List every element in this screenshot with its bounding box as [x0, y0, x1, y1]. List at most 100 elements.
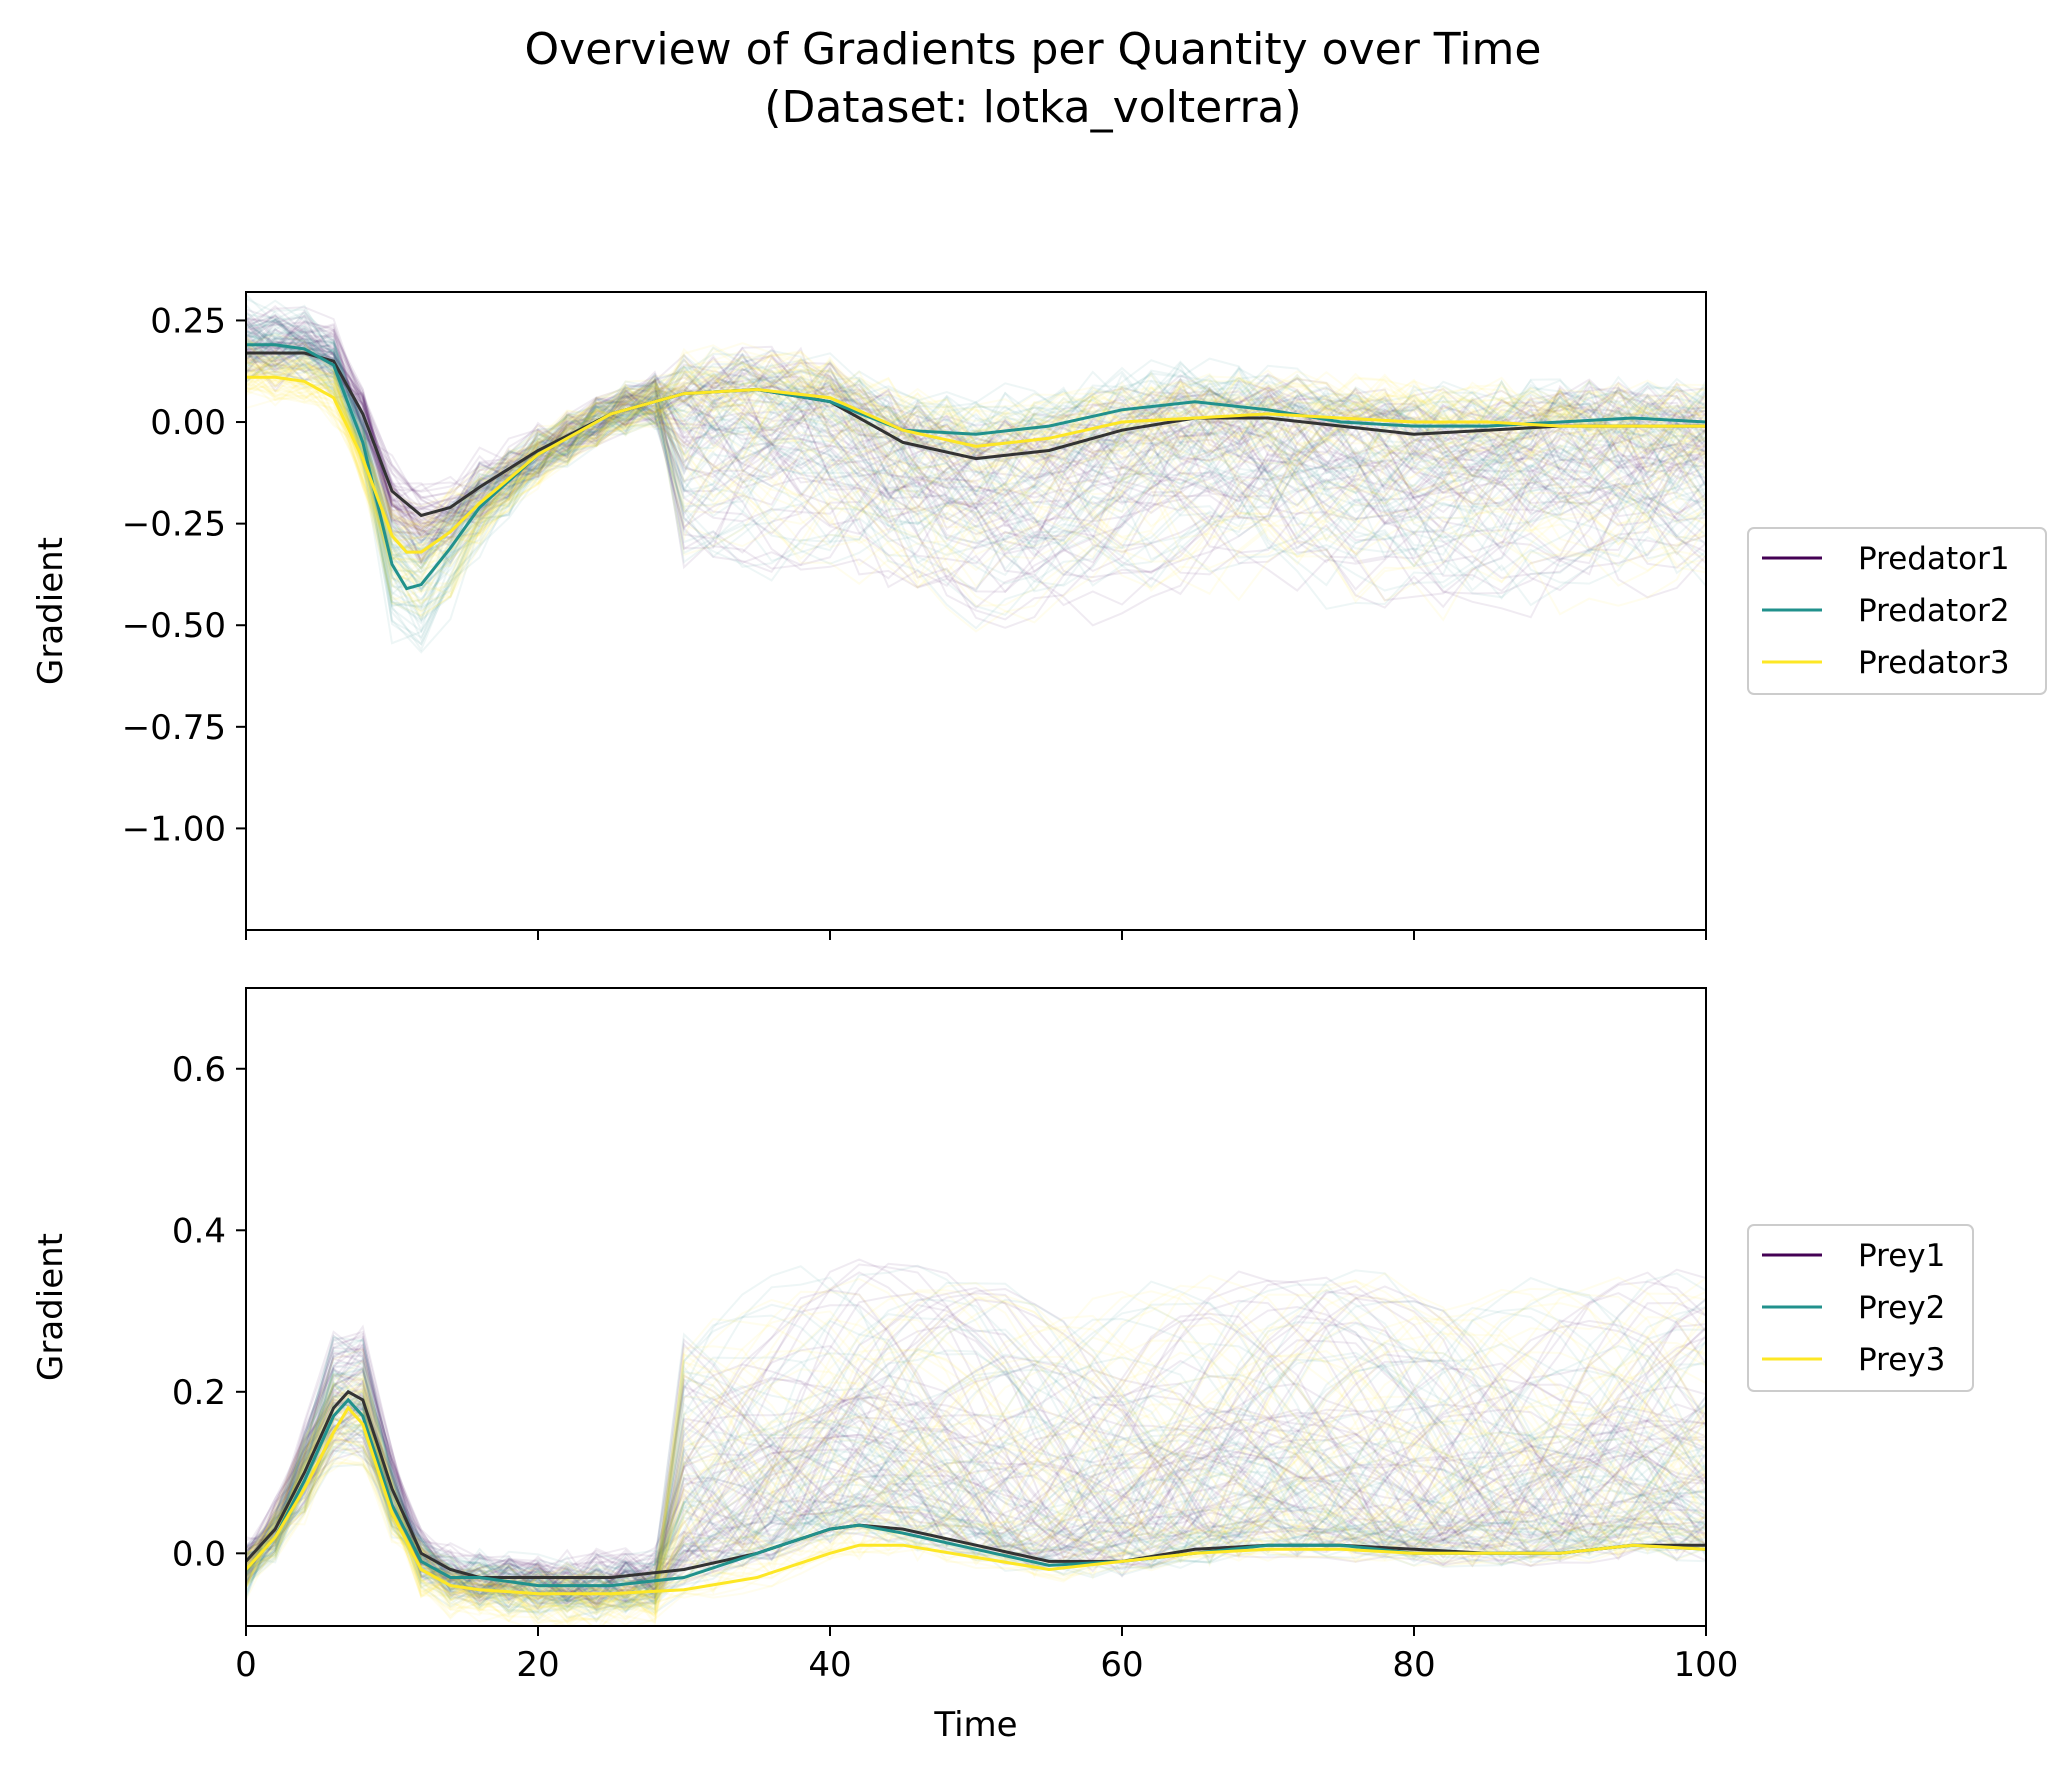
legend-label-predator1: Predator1 [1858, 541, 2010, 577]
x-tick-label: 60 [1100, 1645, 1143, 1685]
ensemble-trace [246, 331, 1706, 499]
ensemble-trace [246, 1332, 1706, 1624]
ensemble-trace [246, 352, 1706, 557]
y-tick-label: 0.2 [172, 1373, 226, 1413]
ensemble-trace [246, 1359, 1706, 1613]
chart-title-line-2: (Dataset: lotka_volterra) [764, 82, 1301, 133]
ensemble-trace [246, 359, 1706, 552]
ensemble-trace [246, 1344, 1706, 1619]
ensemble-trace [246, 1369, 1706, 1605]
ensemble-trace [246, 342, 1706, 505]
ensemble-trace [246, 348, 1706, 515]
ensemble-trace [246, 334, 1706, 542]
axes-frame [245, 987, 1707, 1627]
ensemble-trace [246, 362, 1706, 558]
ensemble-trace [246, 1403, 1706, 1610]
ensemble-trace [246, 1319, 1706, 1600]
ensemble-trace [246, 1368, 1706, 1593]
ensemble-trace [246, 349, 1706, 537]
ensemble-trace [246, 1370, 1706, 1614]
ensemble-trace [246, 1332, 1706, 1609]
ensemble-trace [246, 1337, 1706, 1624]
ensemble-trace [246, 360, 1706, 584]
ensemble-trace [246, 328, 1706, 548]
ensemble-trace [246, 378, 1706, 574]
ensemble-trace [246, 1289, 1706, 1601]
ensemble-trace [246, 352, 1706, 524]
ensemble-trace [246, 331, 1706, 601]
ensemble-trace [246, 342, 1706, 571]
ensemble-trace [246, 318, 1706, 533]
ensemble-trace [246, 1343, 1706, 1614]
y-tick-label: −0.25 [122, 505, 226, 545]
legend-box [1747, 1224, 1974, 1392]
ensemble-trace [246, 343, 1706, 534]
ensemble-trace [246, 297, 1706, 622]
ensemble-trace [246, 1438, 1706, 1608]
ensemble-trace [246, 1336, 1706, 1614]
chart-title-line-1: Overview of Gradients per Quantity over … [525, 24, 1542, 75]
ensemble-trace [246, 1303, 1706, 1615]
y-axis-label: Gradient [31, 1233, 71, 1381]
x-tick-label: 20 [516, 1645, 559, 1685]
ensemble-trace [246, 353, 1706, 550]
ensemble-trace [246, 1411, 1706, 1602]
ensemble-trace [246, 343, 1706, 512]
ensemble-trace [246, 351, 1706, 574]
ensemble-trace [246, 336, 1706, 599]
ensemble-trace [246, 1280, 1706, 1608]
ensemble-trace [246, 1361, 1706, 1606]
ensemble-trace [246, 352, 1706, 586]
ensemble-trace [246, 1393, 1706, 1604]
ensemble-trace [246, 340, 1706, 504]
ensemble-trace [246, 358, 1706, 605]
ensemble-trace [246, 1317, 1706, 1608]
ensemble-trace [246, 1446, 1706, 1599]
ensemble-trace [246, 348, 1706, 578]
ensemble-trace [246, 1298, 1706, 1595]
y-tick-label: 0.4 [172, 1211, 226, 1251]
ensemble-trace [246, 1290, 1706, 1621]
ensemble-trace [246, 1372, 1706, 1614]
ensemble-trace [246, 320, 1706, 627]
ensemble-trace [246, 348, 1706, 510]
ensemble-trace [246, 352, 1706, 590]
ensemble-trace [246, 1303, 1706, 1598]
ensemble-trace [246, 319, 1706, 617]
ensemble-trace [246, 1411, 1706, 1624]
ensemble-trace [246, 323, 1706, 597]
ensemble-trace [246, 1269, 1706, 1620]
legend-label-prey1: Prey1 [1858, 1238, 1945, 1274]
ensemble-trace [246, 1373, 1706, 1600]
ensemble-trace [246, 1406, 1706, 1605]
ensemble-trace [246, 1410, 1706, 1621]
ensemble-trace [246, 1426, 1706, 1609]
ensemble-trace [246, 304, 1706, 654]
ensemble-trace [246, 1357, 1706, 1616]
ensemble-trace [246, 366, 1706, 562]
ensemble-trace [246, 327, 1706, 506]
ensemble-trace [246, 1373, 1706, 1626]
ensemble-trace [246, 325, 1706, 565]
ensemble-trace [246, 1290, 1706, 1609]
ensemble-trace [246, 355, 1706, 583]
legend: Predator1 Predator2 Predator3 [1747, 527, 2047, 695]
ensemble-trace [246, 1388, 1706, 1623]
ensemble-trace [246, 1394, 1706, 1604]
ensemble-trace [246, 1292, 1706, 1584]
ensemble-trace [246, 1264, 1706, 1599]
ensemble-trace [246, 319, 1706, 633]
ensemble-trace [246, 1297, 1706, 1598]
ensemble-trace [246, 304, 1706, 592]
ensemble-trace [246, 1373, 1706, 1603]
ensemble-trace [246, 1306, 1706, 1598]
x-tick-label: 80 [1392, 1645, 1435, 1685]
ensemble-trace [246, 1330, 1706, 1618]
ensemble-trace [246, 1396, 1706, 1589]
ensemble-trace [246, 1368, 1706, 1612]
ensemble-trace [246, 1449, 1706, 1596]
ensemble-trace [246, 1389, 1706, 1623]
ensemble-trace [246, 348, 1706, 593]
series-line-prey3 [246, 1405, 1706, 1596]
